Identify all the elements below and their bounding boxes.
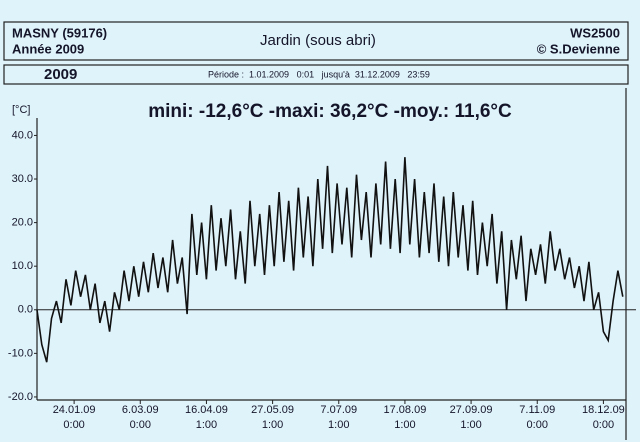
x-tick-label: 27.05.09 1:00 <box>251 404 294 431</box>
x-tick-label: 7.07.09 1:00 <box>320 404 357 431</box>
y-tick-label: 20.0 <box>12 217 33 229</box>
device: WS2500 <box>570 25 620 40</box>
x-tick-label: 6.03.09 0:00 <box>122 404 159 431</box>
header-box <box>3 21 629 61</box>
y-tick-label: -20.0 <box>8 391 33 403</box>
chart-title: mini: -12,6°C -maxi: 36,2°C -moy.: 11,6°… <box>148 101 512 122</box>
y-tick-label: 30.0 <box>12 173 33 185</box>
y-tick-label: 10.0 <box>12 260 33 272</box>
temperature-line <box>36 157 624 363</box>
y-tick-label: -10.0 <box>8 347 33 359</box>
x-tick-label: 27.09.09 1:00 <box>450 404 493 431</box>
x-tick-label: 24.01.09 0:00 <box>53 404 96 431</box>
y-tick-label: 0.0 <box>18 304 33 316</box>
y-axis-label: [°C] <box>12 104 30 116</box>
y-tick-label: 40.0 <box>12 129 33 141</box>
location: Jardin (sous abri) <box>260 32 376 49</box>
year: 2009 <box>44 66 77 83</box>
x-tick-label: 17.08.09 1:00 <box>384 404 427 431</box>
year-line: Année 2009 <box>12 41 84 56</box>
x-tick-label: 7.11.09 0:00 <box>519 404 555 431</box>
author: © S.Devienne <box>537 41 620 56</box>
period-box <box>3 64 629 85</box>
period: Période : 1.01.2009 0:01 jusqu'à 31.12.2… <box>208 69 430 79</box>
x-tick-label: 16.04.09 1:00 <box>185 404 228 431</box>
x-tick-label: 18.12.09 0:00 <box>582 404 625 431</box>
station: MASNY (59176) <box>12 25 107 40</box>
